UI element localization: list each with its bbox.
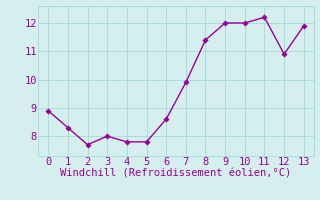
X-axis label: Windchill (Refroidissement éolien,°C): Windchill (Refroidissement éolien,°C): [60, 169, 292, 179]
